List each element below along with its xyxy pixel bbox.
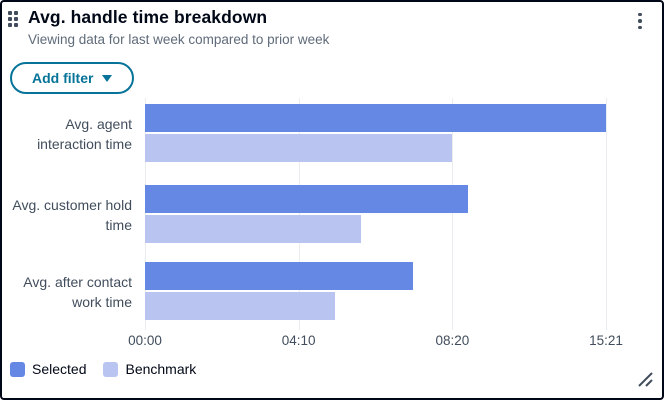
- bar-benchmark-category-2[interactable]: [145, 292, 335, 320]
- vertical-ellipsis-icon: [638, 12, 642, 30]
- x-tick-label: 15:21: [589, 333, 623, 348]
- category-label: Avg. agent interaction time: [37, 116, 132, 152]
- legend-label: Benchmark: [125, 361, 197, 377]
- x-tick-label: 04:10: [281, 333, 316, 348]
- chart-legend: Selected Benchmark: [10, 361, 196, 377]
- x-axis: 00:00 04:10 08:20 15:21: [128, 333, 623, 349]
- plot-area: [145, 98, 607, 330]
- x-tick-label: 00:00: [128, 333, 162, 348]
- bar-benchmark-category-1[interactable]: [145, 215, 362, 243]
- widget-subtitle: Viewing data for last week compared to p…: [28, 32, 330, 47]
- caret-down-icon: [102, 74, 113, 82]
- legend-item-selected[interactable]: Selected: [10, 361, 86, 377]
- bar-selected-category-2[interactable]: [145, 262, 413, 290]
- category-label: Avg. after contact work time: [23, 274, 132, 310]
- drag-handle-icon[interactable]: [8, 11, 22, 27]
- legend-swatch: [10, 361, 25, 377]
- add-filter-label: Add filter: [32, 70, 94, 86]
- gridline: [452, 98, 454, 330]
- bar-selected-category-1[interactable]: [145, 185, 468, 213]
- gridline: [606, 98, 607, 330]
- bar-benchmark-category-0[interactable]: [145, 134, 453, 162]
- x-tick-label: 08:20: [435, 333, 470, 348]
- widget-title: Avg. handle time breakdown: [28, 7, 268, 27]
- kebab-menu-button[interactable]: [625, 6, 655, 36]
- legend-item-benchmark[interactable]: Benchmark: [103, 361, 196, 377]
- legend-swatch: [103, 361, 119, 377]
- legend-label: Selected: [32, 361, 87, 377]
- category-label: Avg. customer hold time: [12, 197, 132, 233]
- bar-selected-category-0[interactable]: [145, 104, 606, 132]
- gridline: [298, 98, 300, 330]
- resize-handle-icon[interactable]: [636, 370, 654, 388]
- gridline: [145, 98, 146, 330]
- add-filter-button[interactable]: Add filter: [10, 62, 135, 94]
- category-axis: Avg. agent interaction time Avg. customer …: [2, 98, 138, 330]
